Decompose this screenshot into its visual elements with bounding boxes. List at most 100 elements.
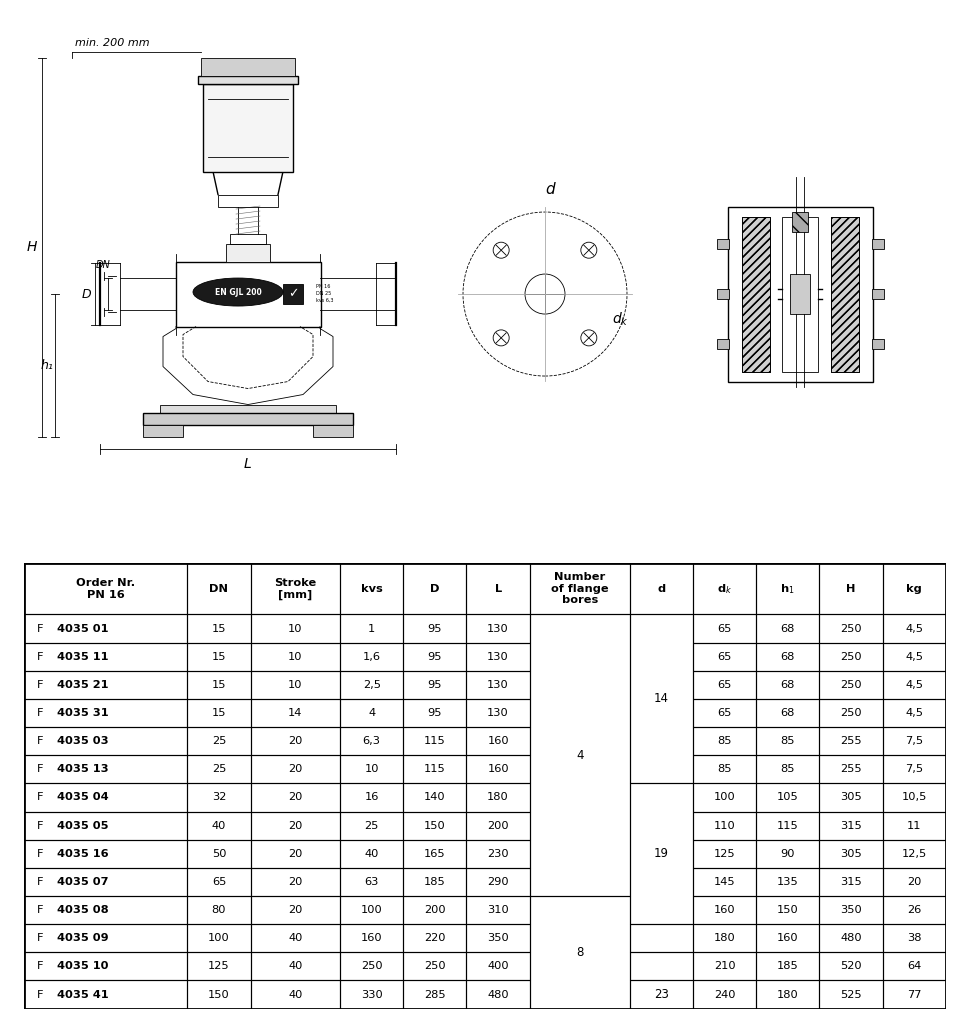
Bar (24, 868, 187, 896)
Text: 100: 100 (208, 933, 230, 943)
Text: 130: 130 (487, 651, 509, 662)
Text: 130: 130 (487, 624, 509, 634)
Text: 180: 180 (714, 933, 735, 943)
Bar (883, 868, 946, 896)
Text: 250: 250 (424, 962, 446, 972)
Bar (187, 868, 251, 896)
Bar (187, 952, 251, 981)
Text: 210: 210 (714, 962, 735, 972)
Bar (757, 896, 819, 925)
Text: 40: 40 (289, 989, 302, 999)
Bar (24, 699, 187, 727)
Bar (251, 783, 340, 812)
Text: 130: 130 (487, 680, 509, 690)
Text: H: H (27, 240, 38, 254)
Bar (187, 671, 251, 699)
Bar (403, 783, 466, 812)
Bar (883, 614, 946, 643)
Bar (819, 812, 883, 840)
Text: 400: 400 (487, 962, 509, 972)
Text: 250: 250 (841, 680, 862, 690)
Text: F: F (38, 962, 47, 972)
Text: 65: 65 (717, 624, 731, 634)
Bar (201, 57, 295, 76)
Text: d: d (545, 182, 555, 197)
Bar (340, 756, 403, 783)
Text: 10,5: 10,5 (901, 793, 926, 803)
Bar (24, 783, 187, 812)
Bar (883, 756, 946, 783)
Bar (24, 812, 187, 840)
Text: 40: 40 (289, 933, 302, 943)
Text: 150: 150 (777, 905, 799, 915)
Text: h$_1$: h$_1$ (781, 582, 795, 596)
Text: 10: 10 (365, 764, 379, 774)
Text: 4035 11: 4035 11 (57, 651, 108, 662)
Bar (403, 925, 466, 952)
Text: L: L (494, 584, 502, 594)
Bar (782, 216, 818, 372)
Bar (716, 339, 729, 349)
Text: 4: 4 (368, 708, 375, 718)
Bar (871, 339, 884, 349)
Text: 2,5: 2,5 (363, 680, 380, 690)
Bar (741, 216, 769, 372)
Bar (693, 783, 757, 812)
Text: 20: 20 (289, 764, 302, 774)
Text: 77: 77 (907, 989, 922, 999)
Text: kvs: kvs (361, 584, 382, 594)
Bar (831, 216, 859, 372)
Bar (466, 896, 530, 925)
Text: DN: DN (209, 584, 229, 594)
Bar (403, 671, 466, 699)
Bar (340, 896, 403, 925)
Text: 4035 05: 4035 05 (57, 820, 108, 830)
Bar (251, 756, 340, 783)
Text: 15: 15 (211, 624, 226, 634)
Bar (340, 812, 403, 840)
Bar (24, 840, 187, 868)
Bar (819, 925, 883, 952)
Bar (466, 614, 530, 643)
Text: 100: 100 (714, 793, 735, 803)
Bar (757, 868, 819, 896)
Text: 4035 01: 4035 01 (57, 624, 108, 634)
Bar (403, 812, 466, 840)
Text: 40: 40 (289, 962, 302, 972)
Bar (340, 952, 403, 981)
Bar (630, 952, 693, 981)
Bar (218, 195, 278, 207)
Bar (340, 563, 403, 614)
Bar (819, 643, 883, 671)
Text: kg: kg (906, 584, 922, 594)
Bar (883, 925, 946, 952)
Bar (251, 812, 340, 840)
Bar (340, 840, 403, 868)
Text: 480: 480 (487, 989, 509, 999)
Bar (871, 289, 884, 299)
Text: 15: 15 (211, 708, 226, 718)
Bar (251, 952, 340, 981)
Bar (819, 563, 883, 614)
Text: Stroke
[mm]: Stroke [mm] (274, 578, 317, 600)
Bar (251, 981, 340, 1009)
Text: 4,5: 4,5 (905, 651, 924, 662)
Bar (203, 84, 293, 172)
Text: 65: 65 (717, 651, 731, 662)
Bar (466, 925, 530, 952)
Bar (340, 925, 403, 952)
Text: 4: 4 (576, 749, 584, 762)
Text: 4,5: 4,5 (905, 708, 924, 718)
Bar (403, 868, 466, 896)
Bar (403, 840, 466, 868)
Bar (757, 981, 819, 1009)
Text: 125: 125 (208, 962, 230, 972)
Text: F: F (38, 877, 47, 887)
Bar (792, 212, 808, 231)
Bar (883, 643, 946, 671)
Bar (187, 840, 251, 868)
Text: 4035 03: 4035 03 (57, 736, 108, 746)
Text: 185: 185 (424, 877, 446, 887)
Text: 4035 13: 4035 13 (57, 764, 108, 774)
Bar (757, 643, 819, 671)
